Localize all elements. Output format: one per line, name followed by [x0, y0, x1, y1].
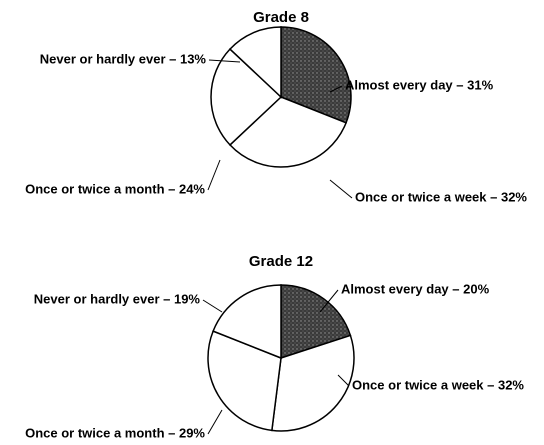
leader-line	[337, 374, 350, 387]
pie-slice	[212, 284, 282, 360]
slice-label: Once or twice a month – 29%	[25, 425, 205, 440]
slice-label: Never or hardly ever – 19%	[34, 291, 201, 306]
pie-slice	[228, 96, 348, 168]
chart-title: Grade 8	[253, 9, 309, 26]
pie-slice	[210, 48, 283, 146]
leader-line	[207, 159, 221, 191]
leader-line	[319, 289, 339, 313]
slice-label: Once or twice a week – 32%	[352, 377, 524, 392]
chart-title: Grade 12	[249, 253, 313, 270]
pie-slice	[228, 26, 282, 99]
pie-slice	[207, 330, 282, 432]
leader-line	[208, 59, 241, 63]
leader-line	[207, 409, 223, 435]
leader-line	[329, 179, 353, 199]
slice-label: Almost every day – 31%	[345, 77, 494, 92]
leader-line	[202, 299, 223, 313]
pie-slice	[280, 26, 352, 124]
slice-label: Never or hardly ever – 13%	[40, 51, 207, 66]
slice-label: Almost every day – 20%	[341, 281, 490, 296]
slice-label: Once or twice a month – 24%	[25, 181, 205, 196]
pie-slice	[271, 334, 355, 432]
pie-slice	[280, 284, 352, 360]
slice-label: Once or twice a week – 32%	[355, 189, 527, 204]
leader-line	[329, 85, 343, 93]
